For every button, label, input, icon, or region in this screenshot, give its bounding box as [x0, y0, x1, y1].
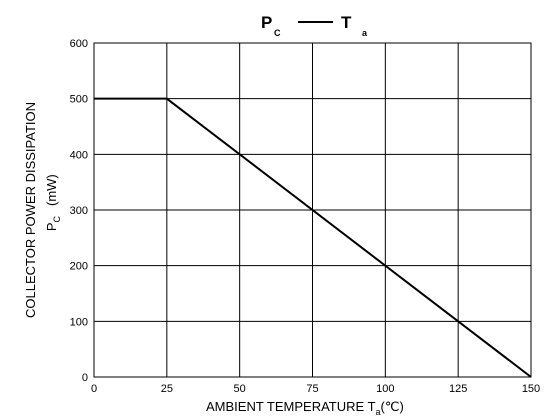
title-right-subscript: a: [362, 28, 368, 38]
x-tick-label: 75: [306, 383, 318, 395]
chart-title: P C T a: [261, 13, 368, 38]
x-tick-label: 100: [376, 383, 394, 395]
y-axis-label-2: PC (mW): [44, 174, 62, 231]
y-axis-label-unit: (mW): [44, 174, 59, 206]
x-tick-label: 50: [234, 383, 246, 395]
title-left-subscript: C: [274, 28, 281, 38]
plot-frame: [93, 42, 532, 378]
x-axis-label-subscript: a: [376, 407, 381, 417]
x-axis-label: AMBIENT TEMPERATURE Ta(℃): [206, 399, 404, 417]
title-right-symbol: T: [341, 13, 352, 32]
title-left-symbol: P: [261, 13, 272, 32]
y-axis-label-subscript: C: [52, 216, 62, 223]
y-tick-label: 0: [82, 372, 88, 384]
x-tick-labels: 0 25 50 75 100 125 150: [91, 383, 540, 395]
x-tick-label: 125: [449, 383, 467, 395]
x-axis-label-main: AMBIENT TEMPERATURE T: [206, 399, 376, 414]
series: [94, 97, 532, 378]
x-axis-label-unit: (℃): [381, 399, 404, 414]
x-tick-label: 25: [161, 383, 173, 395]
x-tick-label: 0: [91, 383, 97, 395]
y-axis-label-line1: COLLECTOR POWER DISSIPATION: [23, 102, 38, 318]
y-tick-label: 600: [70, 38, 88, 50]
y-tick-label: 300: [70, 205, 88, 217]
y-tick-labels: 0 100 200 300 400 500 600: [70, 38, 88, 384]
y-tick-label: 200: [70, 261, 88, 273]
y-axis-label-symbol: P: [44, 223, 59, 232]
x-tick-label: 150: [522, 383, 540, 395]
y-tick-label: 100: [70, 316, 88, 328]
y-axis-label-line2: PC: [44, 216, 62, 232]
series-line: [94, 97, 532, 378]
y-axis-label: COLLECTOR POWER DISSIPATION: [23, 102, 38, 318]
y-tick-label: 500: [70, 94, 88, 106]
y-tick-label: 400: [70, 149, 88, 161]
